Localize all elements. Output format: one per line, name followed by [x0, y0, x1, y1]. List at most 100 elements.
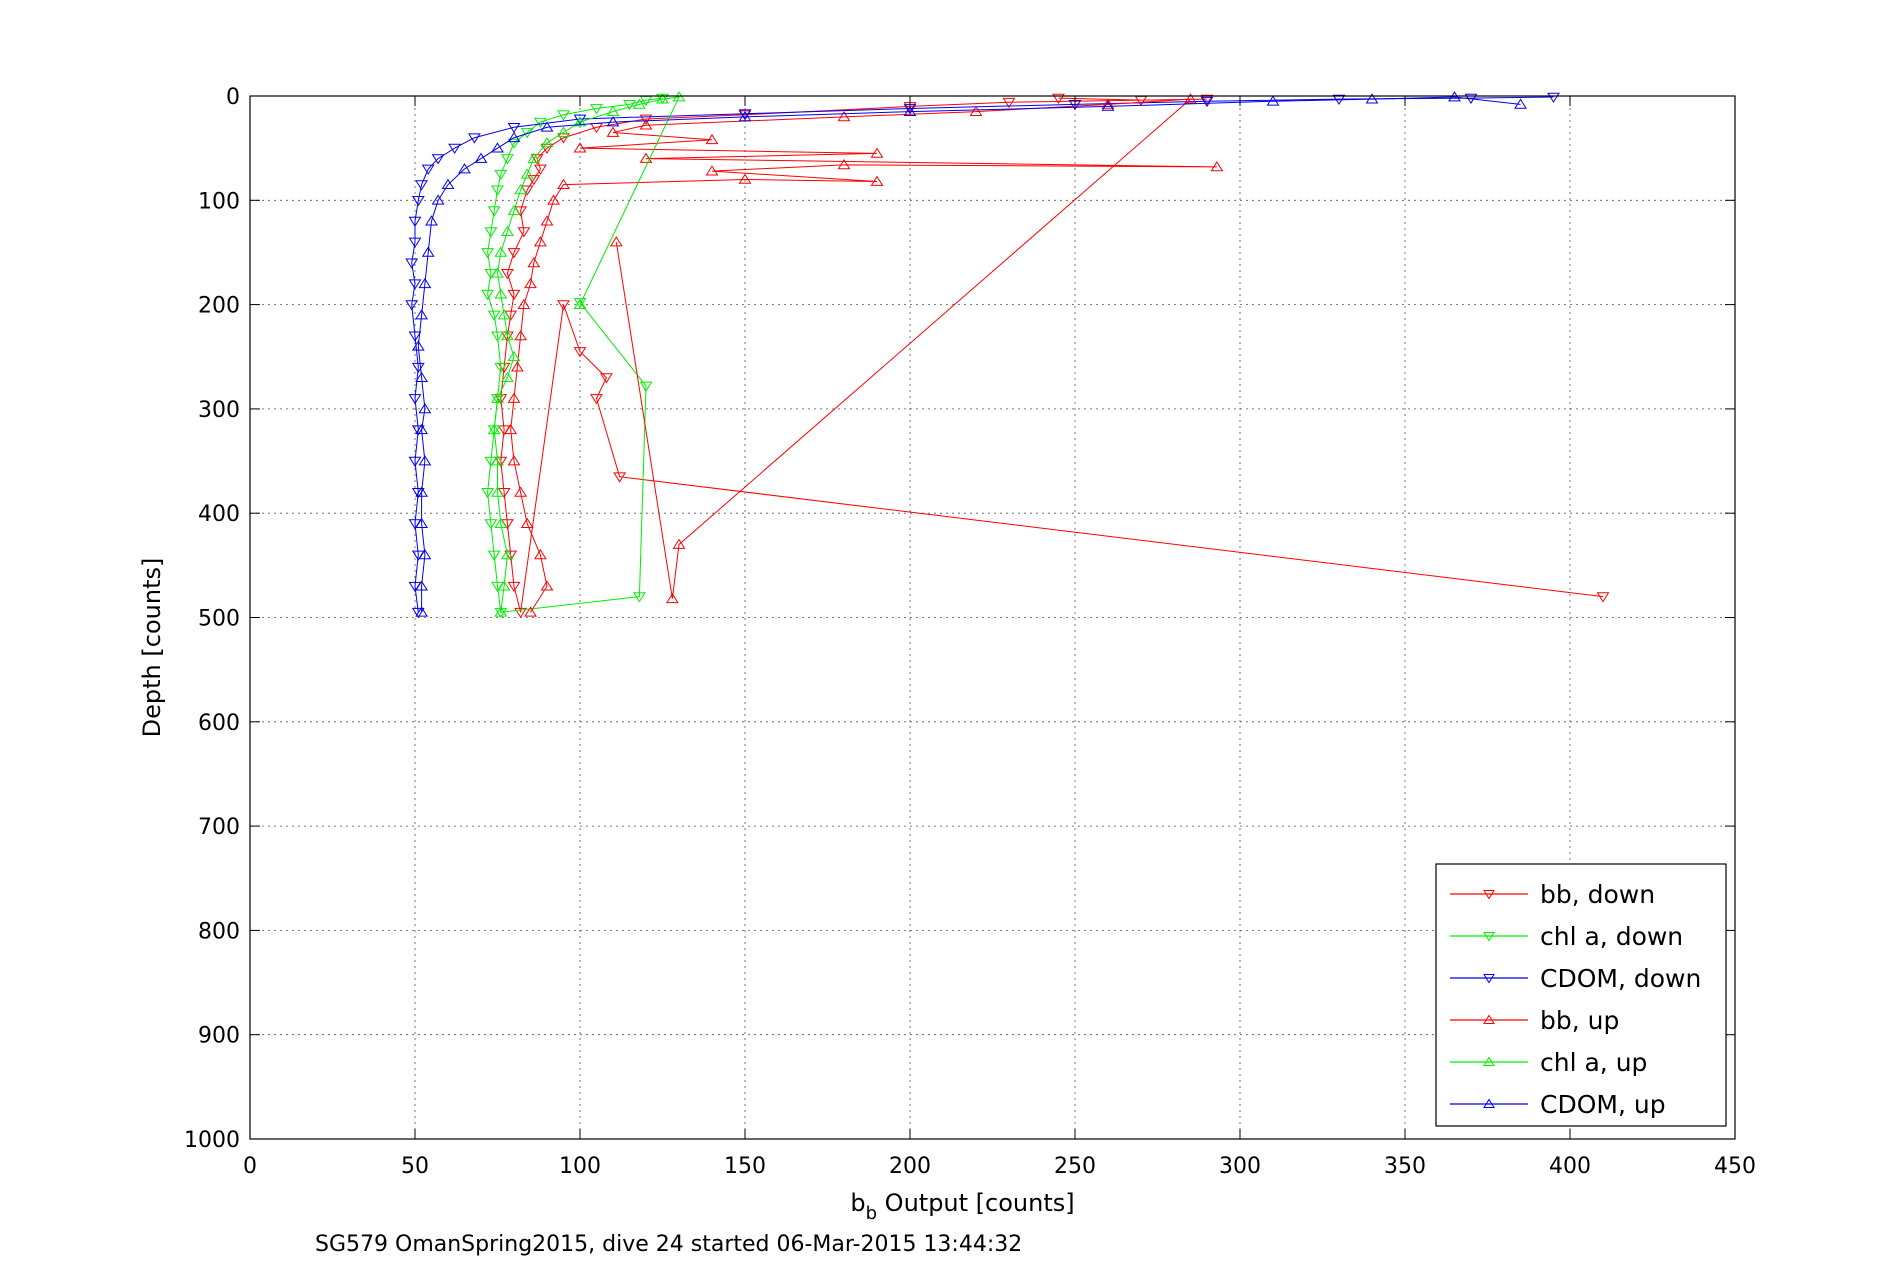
data-point	[514, 486, 528, 497]
x-tick-label: 400	[1549, 1154, 1591, 1179]
data-point	[491, 486, 504, 497]
data-point	[540, 121, 554, 132]
data-point	[573, 116, 587, 127]
x-axis-label: bb Output [counts]	[850, 1189, 1074, 1224]
data-point	[484, 227, 498, 238]
data-point	[408, 331, 422, 342]
data-point	[1365, 93, 1379, 104]
data-point	[411, 607, 425, 619]
data-point	[1200, 94, 1214, 106]
data-point	[540, 137, 554, 148]
x-axis-label-main: b	[850, 1189, 865, 1217]
data-point	[590, 394, 603, 405]
data-point	[514, 329, 528, 341]
data-point	[520, 168, 534, 179]
legend-item: chl a, down	[1450, 922, 1683, 951]
data-point	[431, 154, 445, 165]
data-point	[573, 114, 587, 125]
data-point	[408, 456, 422, 467]
legend-item: chl a, up	[1450, 1048, 1647, 1077]
legend-box	[1435, 863, 1727, 1127]
data-point	[494, 456, 508, 467]
data-point	[507, 248, 521, 259]
x-tick-label: 450	[1714, 1154, 1756, 1179]
data-point	[411, 195, 425, 207]
data-point	[467, 133, 481, 144]
data-point	[639, 119, 653, 130]
data-point	[500, 225, 514, 236]
data-point	[415, 309, 429, 320]
data-point	[557, 133, 570, 144]
data-point	[738, 110, 752, 122]
data-point	[408, 237, 422, 248]
data-point	[418, 277, 432, 289]
data-point	[497, 309, 511, 320]
data-point	[500, 154, 514, 165]
y-tick-label: 800	[198, 919, 240, 944]
data-point	[533, 236, 547, 247]
data-point	[408, 394, 422, 405]
legend-marker	[1483, 1098, 1495, 1108]
data-point	[540, 215, 554, 226]
data-point	[481, 289, 495, 301]
data-point	[705, 165, 719, 176]
data-point	[514, 183, 528, 195]
data-point	[448, 143, 462, 155]
data-point	[500, 371, 514, 382]
data-point	[494, 517, 508, 528]
tick-marks	[249, 95, 1736, 1140]
data-point	[507, 138, 521, 149]
series-layer	[405, 91, 1610, 619]
data-point	[557, 110, 570, 121]
data-point	[491, 185, 504, 196]
data-point	[557, 300, 570, 311]
data-point	[656, 93, 669, 104]
data-point	[494, 246, 508, 257]
data-point	[527, 256, 541, 268]
data-point	[533, 164, 547, 175]
y-tick-label: 100	[198, 189, 240, 214]
x-tick-label: 200	[889, 1154, 931, 1179]
data-point	[1184, 93, 1197, 104]
data-point	[491, 392, 504, 403]
data-point	[606, 126, 620, 137]
x-tick-label: 300	[1219, 1154, 1261, 1179]
data-point	[517, 227, 531, 238]
data-point	[418, 403, 432, 414]
data-point	[837, 158, 851, 170]
data-point	[1547, 92, 1560, 103]
x-tick-label: 250	[1054, 1154, 1096, 1179]
data-point	[494, 169, 508, 181]
x-tick-label: 150	[724, 1154, 766, 1179]
data-point	[415, 486, 429, 497]
data-point	[481, 248, 495, 259]
data-point	[672, 538, 686, 549]
data-point	[441, 178, 455, 190]
data-point	[481, 487, 495, 499]
data-point	[557, 178, 570, 190]
data-point	[1101, 98, 1115, 109]
legend-marker	[1483, 890, 1495, 900]
caption: SG579 OmanSpring2015, dive 24 started 06…	[315, 1232, 1022, 1257]
data-point	[738, 110, 752, 121]
data-point	[557, 126, 570, 137]
data-point	[870, 147, 884, 158]
data-point	[524, 277, 537, 289]
x-tick-label: 100	[559, 1154, 601, 1179]
data-point	[405, 300, 419, 311]
data-point	[1514, 98, 1527, 109]
legend-label: chl a, down	[1540, 922, 1683, 951]
data-point	[484, 519, 498, 530]
series-line	[493, 96, 680, 613]
data-point	[494, 288, 508, 299]
data-point	[504, 423, 518, 435]
data-point	[411, 487, 425, 499]
data-point	[540, 143, 554, 155]
data-point	[491, 394, 504, 405]
legend-label: CDOM, down	[1540, 964, 1701, 993]
data-point	[1596, 592, 1610, 603]
legend-label: CDOM, up	[1540, 1090, 1666, 1119]
data-point	[487, 310, 501, 321]
data-point	[418, 549, 432, 560]
